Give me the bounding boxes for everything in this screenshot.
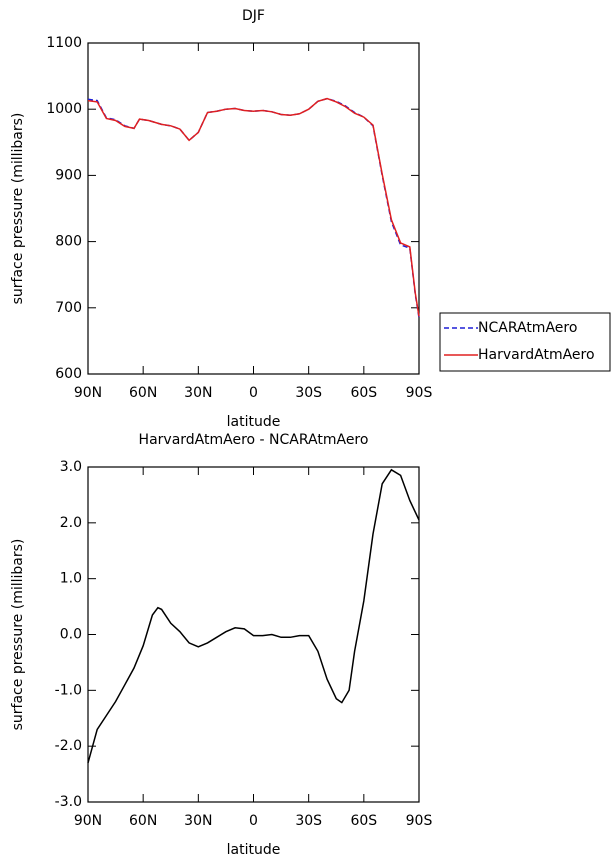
y-tick-label: -1.0 — [55, 682, 82, 698]
y-tick-label: 900 — [55, 167, 82, 183]
y-tick-label: 2.0 — [60, 515, 82, 531]
x-tick-label: 90S — [406, 813, 433, 829]
plot-frame — [87, 42, 420, 375]
x-tick-label: 30S — [295, 813, 322, 829]
x-tick-label: 60N — [129, 813, 157, 829]
y-tick-label: -3.0 — [55, 794, 82, 810]
x-tick-label: 30N — [184, 385, 212, 401]
x-axis-label: latitude — [227, 414, 281, 430]
plot-frame — [87, 466, 420, 803]
y-tick-label: 0.0 — [60, 627, 82, 643]
y-tick-label: 1000 — [46, 101, 82, 117]
x-tick-label: 60N — [129, 385, 157, 401]
chart-title: HarvardAtmAero - NCARAtmAero — [139, 432, 369, 448]
y-axis-label: surface pressure (millibars) — [10, 113, 26, 305]
y-axis-label: surface pressure (millibars) — [10, 539, 26, 731]
legend-label: NCARAtmAero — [478, 320, 577, 336]
y-tick-label: -2.0 — [55, 738, 82, 754]
x-tick-label: 60S — [350, 813, 377, 829]
y-tick-label: 700 — [55, 300, 82, 316]
y-tick-label: 1.0 — [60, 571, 82, 587]
x-tick-label: 90N — [74, 813, 102, 829]
y-tick-label: 3.0 — [60, 459, 82, 475]
x-axis-label: latitude — [227, 842, 281, 858]
x-tick-label: 90S — [406, 385, 433, 401]
data-line — [87, 97, 420, 318]
x-tick-label: 60S — [350, 385, 377, 401]
legend-box — [439, 312, 611, 372]
legend-label: HarvardAtmAero — [478, 347, 595, 363]
data-line — [87, 97, 420, 317]
x-tick-label: 30N — [184, 813, 212, 829]
x-tick-label: 0 — [249, 813, 258, 829]
data-line — [87, 468, 420, 764]
x-tick-label: 30S — [295, 385, 322, 401]
chart-title: DJF — [242, 8, 265, 24]
y-tick-label: 600 — [55, 366, 82, 382]
x-tick-label: 90N — [74, 385, 102, 401]
x-tick-label: 0 — [249, 385, 258, 401]
y-tick-label: 800 — [55, 234, 82, 250]
y-tick-label: 1100 — [46, 35, 82, 51]
